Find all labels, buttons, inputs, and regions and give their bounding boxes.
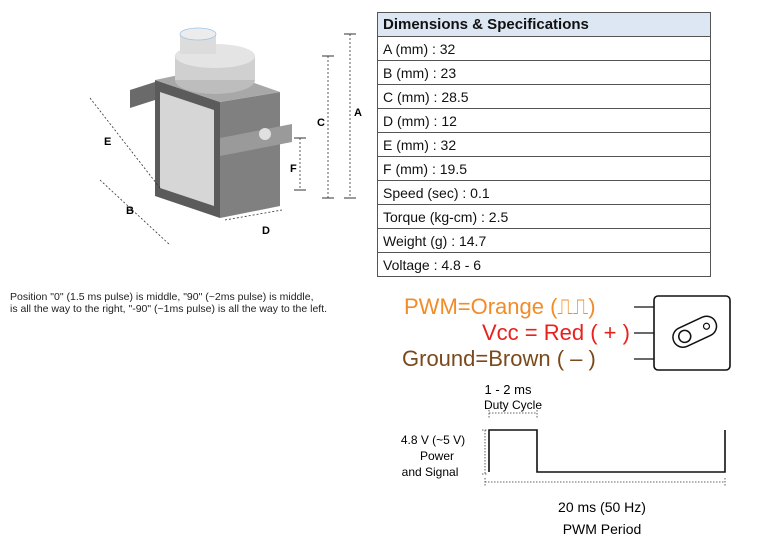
wiring-diagram: PWM=Orange (⎍⎍) Vcc = Red ( + ) Ground=B… (402, 294, 731, 371)
dim-label-a: A (354, 107, 362, 119)
servo-tab-left (130, 82, 155, 108)
servo-tab-right (220, 124, 292, 156)
dim-label-b: B (126, 205, 134, 217)
servo-shaft-top (179, 27, 217, 41)
period-value: 20 ms (50 Hz) (558, 499, 646, 515)
servo-body-front (220, 92, 280, 218)
wire-ground-label: Ground=Brown ( – ) (402, 346, 596, 371)
spec-row: Torque (kg-cm) : 2.5 (377, 204, 711, 229)
spec-row: Voltage : 4.8 - 6 (377, 252, 711, 277)
spec-row: Speed (sec) : 0.1 (377, 180, 711, 205)
dim-label-f: F (290, 163, 297, 175)
spec-table-header: Dimensions & Specifications (377, 12, 711, 37)
spec-row: Weight (g) : 14.7 (377, 228, 711, 253)
spec-row: E (mm) : 32 (377, 132, 711, 157)
pwm-waveform (488, 429, 726, 473)
servo-tab-hole (259, 128, 271, 140)
pwm-timing-diagram: 1 - 2 ms Duty Cycle 4.8 V (~5 V) Power a… (401, 382, 726, 537)
spec-row: F (mm) : 19.5 (377, 156, 711, 181)
position-note: Position "0" (1.5 ms pulse) is middle, "… (10, 291, 370, 315)
wire-pwm-label: PWM=Orange (⎍⎍) (404, 294, 596, 319)
signal-label: and Signal (402, 465, 459, 479)
servo-label-panel (160, 92, 214, 206)
power-label: Power (420, 449, 454, 463)
servo-dimension-drawing: A C F E B D (89, 27, 362, 246)
position-note-line: is all the way to the right, "-90" (~1ms… (10, 303, 328, 315)
spec-row: C (mm) : 28.5 (377, 84, 711, 109)
duty-label: Duty Cycle (484, 398, 542, 412)
duty-value: 1 - 2 ms (485, 382, 532, 397)
spec-row: A (mm) : 32 (377, 36, 711, 61)
dim-label-c: C (317, 117, 325, 129)
spec-row: D (mm) : 12 (377, 108, 711, 133)
voltage-label: 4.8 V (~5 V) (401, 433, 465, 447)
dim-label-e: E (104, 136, 111, 148)
servo-horn-icon (672, 315, 718, 348)
position-note-line: Position "0" (1.5 ms pulse) is middle, "… (10, 291, 314, 303)
spec-table: Dimensions & Specifications A (mm) : 32 … (377, 12, 711, 277)
spec-row: B (mm) : 23 (377, 60, 711, 85)
dim-label-d: D (262, 225, 270, 237)
period-label: PWM Period (563, 521, 642, 537)
wire-vcc-label: Vcc = Red ( + ) (482, 320, 630, 345)
servo-icon-body (653, 295, 731, 371)
